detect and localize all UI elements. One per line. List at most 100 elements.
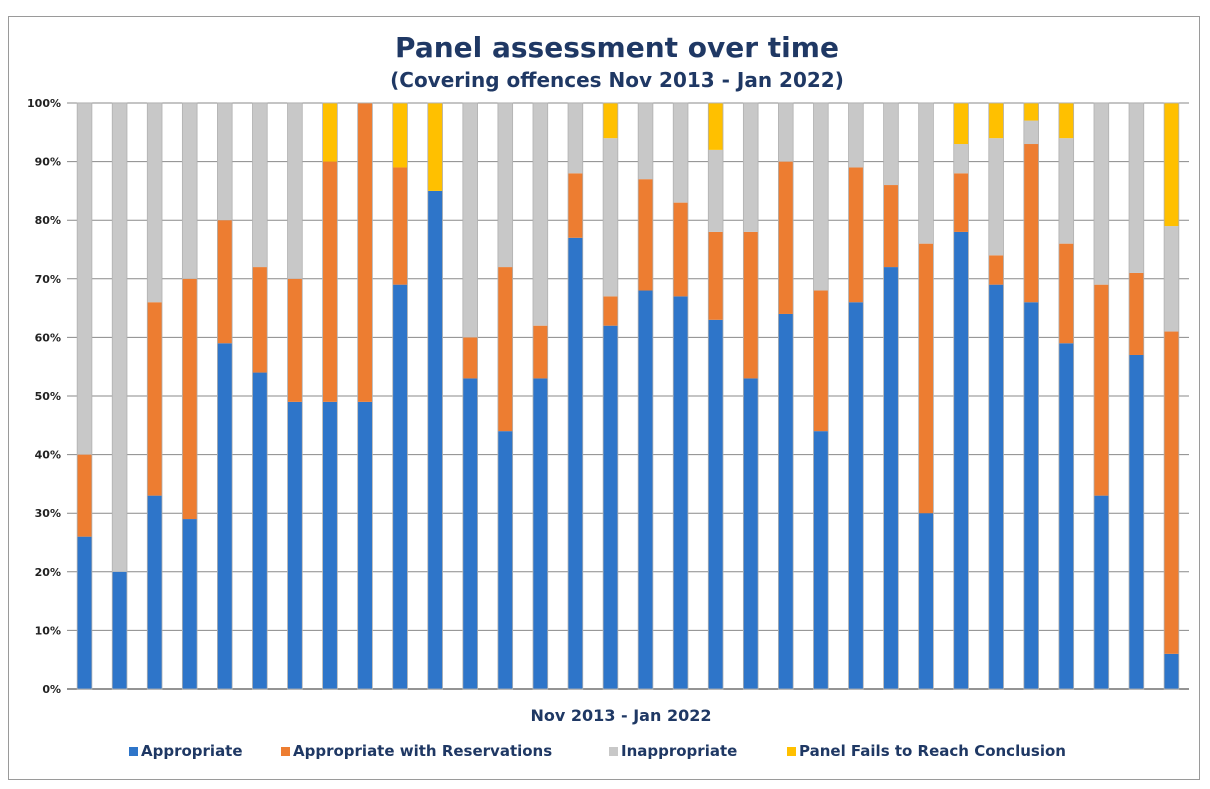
bar-segment — [497, 103, 513, 268]
bar-segment — [532, 378, 548, 689]
bar-stack — [532, 102, 549, 690]
legend-swatch — [129, 747, 138, 756]
bar-segment — [322, 401, 338, 689]
bar-outline — [1093, 102, 1110, 690]
y-tick-label: 20% — [35, 566, 61, 579]
bar-segment — [392, 167, 408, 285]
y-tick-label: 90% — [35, 156, 61, 169]
bar-outline — [392, 102, 408, 690]
bar-stack — [427, 102, 443, 690]
bar-segment — [1129, 103, 1144, 273]
bar-stack — [672, 102, 689, 690]
x-axis-label: Nov 2013 - Jan 2022 — [531, 706, 712, 725]
bar-stack — [953, 102, 969, 690]
y-tick-label: 0% — [42, 683, 61, 696]
stacked-bar-chart: Panel assessment over time (Covering off… — [27, 31, 1189, 760]
bar-stack — [392, 102, 408, 690]
bar-segment — [848, 167, 864, 303]
bar-outline — [357, 102, 373, 690]
bar-outline — [778, 102, 794, 690]
bar-segment — [1023, 103, 1039, 121]
bar-outline — [322, 102, 338, 690]
bar-segment — [708, 231, 724, 320]
bar-stack — [462, 102, 478, 690]
y-tick-label: 10% — [35, 624, 61, 637]
bar-segment — [112, 571, 127, 689]
legend-entry: Appropriate with Reservations — [281, 742, 552, 760]
y-tick-label: 100% — [27, 97, 61, 110]
bar-segment — [813, 431, 829, 689]
y-axis-ticks: 0% 10% 20% 30% 40% 50% 60% 70% 80% 90% 100% — [27, 97, 61, 696]
bar-stack — [181, 102, 198, 690]
bar-segment — [147, 302, 163, 496]
bar-segment — [1023, 120, 1039, 145]
bar-segment — [673, 202, 688, 297]
bar-segment — [988, 103, 1004, 139]
bar-segment — [953, 231, 969, 690]
bar-segment — [918, 103, 934, 244]
bar-segment — [357, 401, 373, 689]
bar-stack — [111, 102, 128, 690]
bar-segment — [532, 103, 548, 326]
legend-swatch — [787, 747, 796, 756]
bar-segment — [77, 536, 92, 689]
bar-segment — [813, 103, 829, 291]
bar-segment — [813, 290, 829, 432]
bar-outline — [252, 102, 268, 690]
bar-segment — [1164, 331, 1179, 654]
bar-segment — [988, 138, 1004, 256]
bar-segment — [1093, 103, 1109, 285]
bar-segment — [848, 302, 864, 689]
bar-segment — [77, 103, 92, 455]
bar-segment — [182, 103, 198, 279]
bar-outline — [532, 102, 549, 690]
bar-outline — [217, 102, 233, 690]
bar-outline — [742, 102, 759, 690]
bar-stack — [1023, 102, 1039, 690]
bar-segment — [918, 243, 934, 514]
bar-outline — [672, 102, 689, 690]
bar-segment — [638, 103, 653, 180]
bar-outline — [1058, 102, 1075, 690]
bar-segment — [1023, 302, 1039, 689]
bar-segment — [532, 325, 548, 379]
bar-segment — [953, 103, 969, 145]
bar-segment — [112, 103, 127, 572]
bar-segment — [287, 278, 303, 402]
y-tick-label: 80% — [35, 214, 61, 227]
chart-frame: Panel assessment over time (Covering off… — [8, 16, 1200, 780]
bar-segment — [603, 325, 618, 689]
bar-segment — [988, 255, 1004, 285]
bar-segment — [1058, 343, 1074, 689]
bar-segment — [392, 103, 408, 168]
y-tick-label: 70% — [35, 273, 61, 286]
bar-stack — [742, 102, 759, 690]
bar-segment — [1023, 144, 1039, 303]
legend-entry: Appropriate — [129, 742, 243, 760]
legend-entry: Inappropriate — [609, 742, 737, 760]
bar-segment — [217, 220, 233, 344]
bar-segment — [147, 495, 163, 689]
bar-outline — [497, 102, 514, 690]
bar-segment — [252, 372, 268, 689]
bar-segment — [1164, 653, 1179, 689]
bar-stack — [567, 102, 584, 690]
bar-segment — [427, 103, 443, 191]
bar-segment — [778, 313, 794, 689]
bar-segment — [673, 296, 688, 689]
bar-outline — [813, 102, 829, 690]
bar-segment — [462, 337, 478, 379]
legend-swatch — [609, 747, 618, 756]
bar-outline — [76, 102, 93, 690]
bar-segment — [1058, 103, 1074, 139]
bar-stack — [637, 102, 654, 690]
bar-stack — [322, 102, 338, 690]
bar-segment — [883, 185, 899, 268]
bar-segment — [708, 149, 724, 232]
bar-stack — [1058, 102, 1075, 690]
bar-stack — [988, 102, 1004, 690]
bar-outline — [111, 102, 128, 690]
bar-segment — [953, 144, 969, 174]
bar-outline — [1128, 102, 1145, 690]
bar-outline — [988, 102, 1004, 690]
